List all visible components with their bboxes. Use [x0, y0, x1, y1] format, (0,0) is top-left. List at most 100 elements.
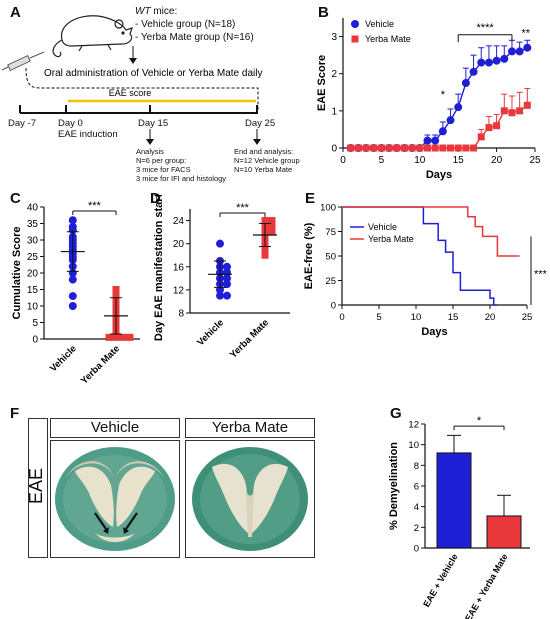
y-tick-label: 0: [414, 544, 419, 555]
svg-text:3 mice for IFI and histology: 3 mice for IFI and histology: [136, 174, 226, 183]
legend-yerba-label: Yerba Mate: [365, 34, 411, 44]
panel-letter-c: C: [10, 190, 21, 207]
x-category-label: EAE + Vehicle: [421, 552, 460, 609]
data-point: [261, 251, 269, 259]
x-axis-label: Days: [421, 326, 447, 338]
data-point: [261, 245, 269, 253]
data-point: [484, 58, 493, 67]
data-point: [362, 144, 370, 152]
data-point: [126, 333, 134, 341]
arrow-down-head: [129, 58, 137, 64]
significance-star: ****: [477, 22, 495, 34]
data-point: [261, 217, 269, 225]
data-point: [454, 103, 463, 112]
syringe-icon: [1, 51, 45, 72]
data-point: [493, 122, 501, 130]
x-tick-label: 10: [414, 155, 426, 166]
data-point: [354, 144, 362, 152]
y-tick-label: 0: [331, 301, 336, 312]
group2-label: - Yerba Mate group (N=16): [135, 32, 254, 43]
y-tick-label: 16: [173, 262, 185, 273]
x-category-label: Yerba Mate: [228, 317, 271, 360]
legend-vehicle-label: Vehicle: [365, 19, 394, 29]
svg-text:N=10 Yerba Mate: N=10 Yerba Mate: [234, 165, 292, 174]
data-point: [223, 274, 231, 283]
significance-star: ***: [88, 200, 102, 212]
y-axis-label: EAE-free (%): [303, 222, 315, 289]
yerba-histology-image: [185, 440, 315, 558]
survival-curve: [342, 206, 520, 257]
y-tick-label: 8: [414, 461, 419, 472]
x-tick-label: 15: [453, 155, 465, 166]
data-point: [446, 116, 455, 125]
panel-e-eae-free-chart: 0 25 50 75 100 EAE-free (%) 0 5 10 15 20 25 Days Vehi…: [303, 203, 548, 339]
data-point: [523, 43, 532, 52]
significance-star: **: [522, 28, 531, 40]
yerba-image-title: Yerba Mate: [185, 418, 315, 438]
y-tick-label: 10: [27, 302, 39, 313]
data-point: [492, 56, 501, 65]
data-point: [461, 79, 470, 87]
schematic-mice-text: WT mice: - Vehicle group (N=18) - Yerba …: [135, 6, 254, 43]
data-point: [508, 109, 516, 117]
significance-star: ***: [236, 202, 250, 214]
panel-letter-a: A: [10, 4, 21, 21]
row-label-eae: EAE: [26, 467, 46, 504]
svg-text:3 mice for FACS: 3 mice for FACS: [136, 165, 191, 174]
x-category-label: Yerba Mate: [79, 343, 122, 386]
y-tick-label: 4: [414, 502, 419, 513]
x-tick-label: 0: [340, 155, 346, 166]
y-tick-label: 12: [173, 285, 185, 296]
legend-yerba-marker: [351, 35, 359, 43]
data-point: [68, 292, 77, 301]
x-tick-label: 10: [411, 312, 422, 323]
panel-b-eae-score-chart: 0 1 2 3 EAE Score 0 5 10 15 20 25 Days Vehicle Yerba …: [316, 18, 541, 181]
day0-label: Day 0: [58, 118, 83, 129]
x-tick-label: 25: [522, 312, 533, 323]
x-tick-label: 20: [491, 155, 503, 166]
x-tick-label: 5: [376, 312, 381, 323]
data-point: [500, 54, 509, 63]
data-point: [438, 127, 447, 136]
data-point: [112, 333, 120, 341]
data-point: [462, 144, 470, 152]
svg-text:End and analysis:: End and analysis:: [234, 147, 293, 156]
x-tick-label: 20: [485, 312, 496, 323]
day25-label: Day 25: [245, 118, 275, 129]
eae-score-label: EAE score: [109, 88, 152, 98]
data-point: [431, 144, 439, 152]
y-tick-label: 1: [331, 106, 337, 117]
data-point: [68, 216, 77, 225]
data-point: [515, 47, 524, 56]
data-point: [223, 262, 231, 271]
day-minus7-label: Day -7: [8, 118, 36, 129]
y-tick-label: 8: [178, 309, 184, 320]
y-tick-label: 30: [27, 236, 39, 247]
data-point: [268, 228, 276, 236]
x-tick-label: 25: [529, 155, 541, 166]
data-point: [507, 47, 516, 56]
end-analysis-text: End and analysis: N=12 Vehicle group N=1…: [234, 147, 300, 174]
legend-vehicle-marker: [351, 20, 359, 28]
data-point: [408, 144, 416, 152]
y-tick-label: 20: [173, 239, 185, 250]
vehicle-image-title: Vehicle: [50, 418, 180, 438]
data-point: [439, 144, 447, 152]
eae-induction-label: EAE induction: [58, 129, 118, 140]
panel-letter-e: E: [305, 190, 316, 207]
y-tick-label: 2: [414, 523, 419, 534]
y-axis-label: Cumulative Score: [11, 227, 23, 320]
row-label-box: [28, 418, 48, 558]
x-category-label: Vehicle: [48, 343, 79, 374]
data-point: [470, 144, 478, 152]
y-tick-label: 20: [27, 269, 39, 280]
data-point: [216, 291, 224, 300]
data-point: [447, 144, 455, 152]
y-tick-label: 25: [325, 276, 336, 287]
y-axis-label: Day EAE manifestation started: [153, 195, 165, 341]
data-point: [454, 144, 462, 152]
data-point: [377, 144, 385, 152]
bar: [486, 515, 522, 549]
y-tick-label: 24: [173, 216, 185, 227]
panel-c-cumulative-score-chart: 0 5 10 15 20 25 30 35 40 Cumulative Score Vehicle Y…: [11, 200, 140, 387]
